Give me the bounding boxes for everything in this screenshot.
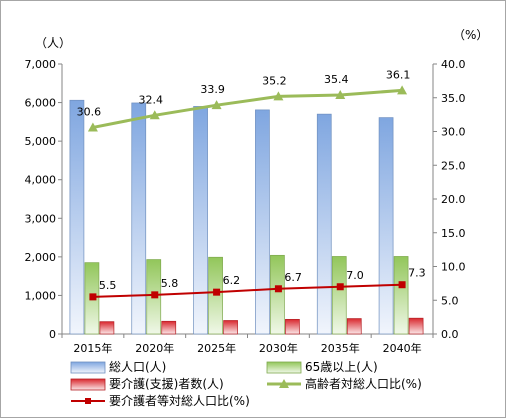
data-label: 32.4 — [139, 93, 164, 106]
square-marker — [213, 288, 221, 296]
data-label: 5.8 — [161, 277, 179, 290]
legend-label: 要介護者等対総人口比(%) — [109, 393, 250, 408]
x-tick-label: 2035年 — [321, 341, 360, 355]
right-tick-label: 10.0 — [441, 261, 466, 274]
series-line — [92, 283, 403, 298]
legend-swatch — [266, 361, 302, 374]
bar — [99, 321, 115, 335]
right-tick-label: 40.0 — [441, 58, 466, 71]
triangle-marker — [211, 100, 222, 110]
x-tick-label: 2020年 — [135, 341, 174, 355]
bar — [378, 117, 394, 335]
bar — [346, 318, 362, 335]
data-label: 5.5 — [99, 279, 117, 292]
x-tick-label: 2040年 — [383, 341, 422, 355]
legend-label: 65歳以上(人) — [305, 360, 378, 374]
triangle-marker — [87, 122, 98, 132]
left-tick-label: 6,000 — [25, 97, 57, 110]
bar — [393, 256, 409, 335]
data-label: 6.7 — [284, 271, 302, 284]
right-tick-label: 30.0 — [441, 126, 466, 139]
bar — [285, 318, 300, 335]
data-label: 7.3 — [408, 267, 426, 280]
triangle-marker — [397, 85, 408, 95]
right-tick-label: 25.0 — [441, 159, 466, 172]
square-marker — [274, 285, 282, 293]
left-tick-label: 1,000 — [25, 289, 57, 302]
right-tick-label: 35.0 — [441, 92, 466, 105]
bar — [131, 102, 147, 335]
square-marker — [336, 283, 344, 291]
left-tick-label: 4,000 — [25, 174, 57, 187]
triangle-marker — [335, 90, 346, 100]
bar — [161, 320, 177, 335]
right-tick-label: 20.0 — [441, 193, 466, 206]
x-tick-label: 2025年 — [197, 341, 236, 355]
data-label: 36.1 — [386, 68, 411, 81]
left-tick-label: 2,000 — [25, 251, 57, 264]
right-tick-label: 15.0 — [441, 227, 466, 240]
data-label: 35.4 — [324, 73, 349, 86]
bar — [270, 254, 285, 335]
left-tick-label: 7,000 — [25, 58, 57, 71]
legend-square-marker — [85, 398, 91, 404]
square-marker — [398, 281, 406, 289]
legend-label: 高齢者対総人口比(%) — [305, 376, 422, 391]
bar — [331, 256, 347, 335]
bar — [255, 109, 270, 335]
right-tick-label: 5.0 — [441, 294, 459, 307]
left-tick-label: 5,000 — [25, 135, 57, 148]
legend-label: 要介護(支援)者数(人) — [109, 376, 224, 391]
data-label: 6.2 — [223, 274, 241, 287]
data-label: 30.6 — [77, 105, 102, 118]
series-line — [92, 88, 403, 129]
right-axis-unit: （%） — [453, 28, 488, 42]
bar — [69, 99, 85, 335]
bar — [223, 320, 238, 335]
left-tick-label: 3,000 — [25, 212, 57, 225]
data-label: 7.0 — [346, 269, 364, 282]
legend-label: 総人口(人) — [109, 360, 166, 374]
square-marker — [89, 293, 97, 301]
data-label: 35.2 — [262, 74, 287, 87]
bar — [408, 317, 424, 335]
left-tick-label: 0 — [49, 328, 56, 341]
legend-triangle-marker — [279, 379, 289, 388]
triangle-marker — [149, 110, 160, 120]
legend-swatch — [70, 378, 106, 391]
x-tick-label: 2015年 — [73, 341, 112, 355]
right-tick-label: 0.0 — [441, 328, 459, 341]
x-tick-label: 2030年 — [259, 341, 298, 355]
legend-swatch — [70, 361, 106, 374]
triangle-marker — [273, 91, 284, 101]
left-axis-unit: （人） — [35, 36, 71, 50]
square-marker — [151, 291, 159, 299]
bar — [316, 113, 332, 335]
bar — [193, 106, 208, 335]
data-label: 33.9 — [200, 83, 225, 96]
